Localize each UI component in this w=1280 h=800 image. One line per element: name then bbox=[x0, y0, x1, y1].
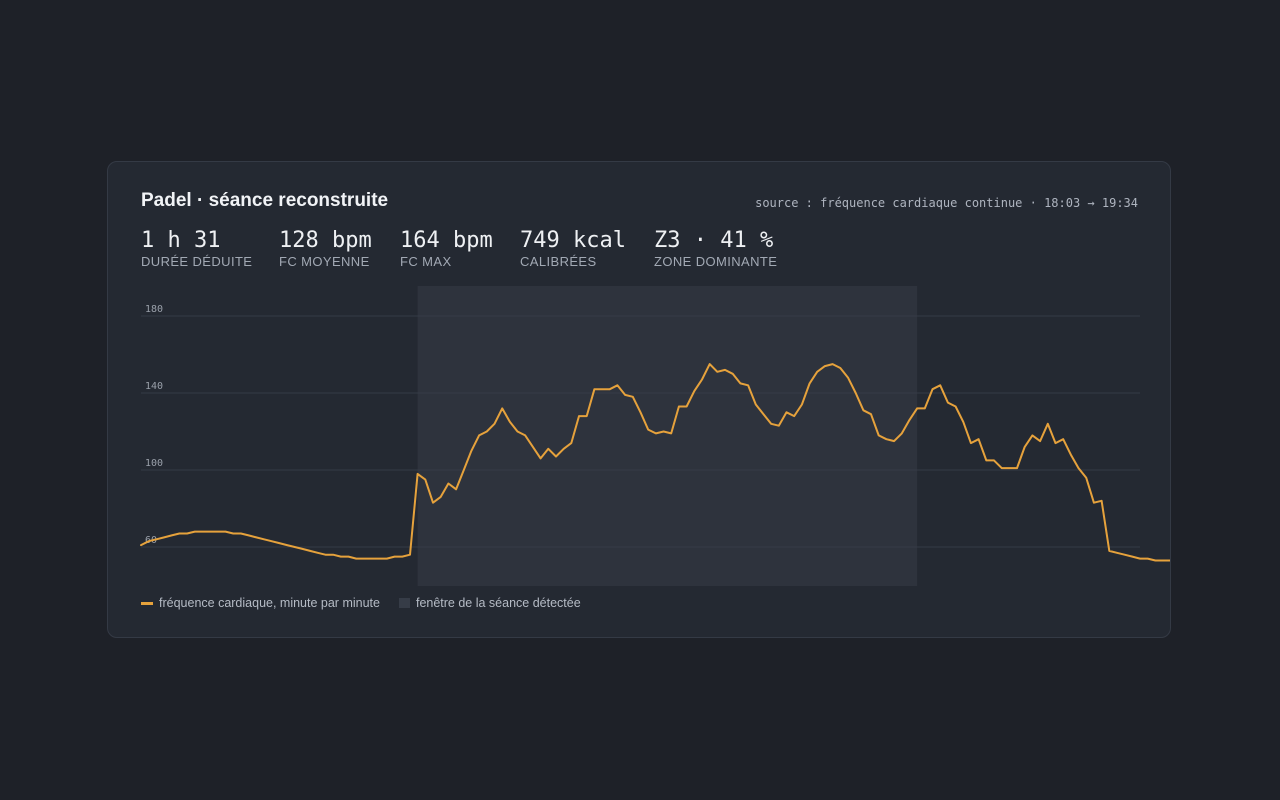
stat-value: 164 bpm bbox=[400, 228, 493, 253]
y-tick-label: 100 bbox=[145, 458, 163, 469]
source-caption: source : fréquence cardiaque continue · … bbox=[755, 196, 1138, 210]
stat-label: CALIBRÉES bbox=[520, 254, 597, 269]
stat-label: ZONE DOMINANTE bbox=[654, 254, 778, 269]
legend-line-label: fréquence cardiaque, minute par minute bbox=[159, 596, 380, 610]
heart-rate-series-line bbox=[140, 363, 1170, 562]
y-tick-label: 140 bbox=[145, 381, 163, 392]
stat-max-hr: 164 bpm FC MAX bbox=[400, 228, 493, 270]
stat-value: 749 kcal bbox=[520, 228, 626, 253]
stat-avg-hr: 128 bpm FC MOYENNE bbox=[279, 228, 372, 270]
stat-value: 1 h 31 bbox=[141, 228, 221, 253]
page-title: Padel · séance reconstruite bbox=[141, 190, 389, 211]
legend-window-swatch bbox=[398, 598, 410, 608]
session-window bbox=[417, 286, 918, 586]
legend-window-label: fenêtre de la séance détectée bbox=[415, 596, 581, 610]
legend-line-swatch bbox=[141, 601, 153, 605]
stat-value: Z3 · 41 % bbox=[654, 228, 774, 253]
session-card: Padel · séance reconstruite source : fré… bbox=[107, 161, 1171, 638]
stat-calories: 749 kcal CALIBRÉES bbox=[520, 228, 626, 270]
stat-value: 128 bpm bbox=[279, 228, 372, 253]
stat-label: DURÉE DÉDUITE bbox=[141, 254, 253, 269]
stat-label: FC MOYENNE bbox=[279, 254, 370, 269]
chart-legend: fréquence cardiaque, minute par minute f… bbox=[141, 596, 581, 610]
y-tick-label: 180 bbox=[145, 304, 163, 315]
stat-label: FC MAX bbox=[400, 254, 452, 269]
stat-dominant-zone: Z3 · 41 % ZONE DOMINANTE bbox=[654, 228, 777, 270]
stat-duration: 1 h 31 DURÉE DÉDUITE bbox=[141, 228, 252, 270]
